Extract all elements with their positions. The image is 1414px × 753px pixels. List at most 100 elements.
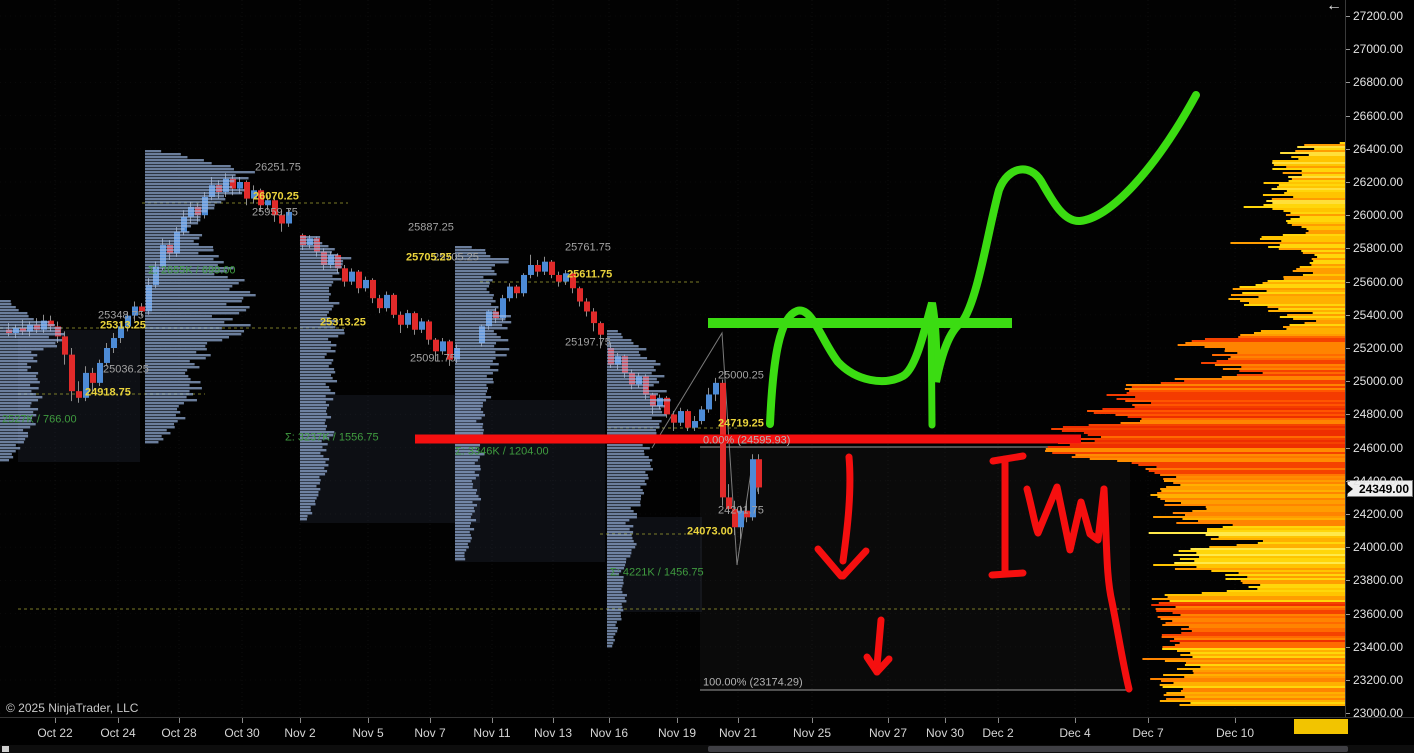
price-level-label: 25091.75 [410,352,456,365]
price-level-label: 24918.75 [85,386,131,399]
price-axis-label: 24200.00 [1353,507,1404,521]
volume-heatmap [1045,142,1345,706]
price-level-label: 25348.75 [98,309,144,322]
price-axis-tick [1346,414,1350,416]
scrollbar-thumb[interactable] [708,746,1348,752]
price-level-label: 24073.00 [687,525,733,538]
chart-canvas [0,0,1345,717]
red-scribble[interactable] [814,545,845,580]
price-axis-label: 26000.00 [1353,208,1404,223]
time-axis-label: Nov 19 [657,726,697,740]
fib-retracement[interactable] [700,446,1130,691]
time-axis-tick [945,718,946,723]
time-axis-tick [609,718,610,723]
price-level-label: 25000.25 [718,369,764,382]
time-axis-label: Dec 4 [1059,726,1091,740]
price-axis-tick [1346,281,1350,283]
time-axis-label: Dec 2 [982,726,1014,740]
time-axis-tick [998,718,999,723]
time-axis-tick [55,718,56,723]
time-axis-label: Nov 13 [533,726,573,740]
price-level-label: 25611.75 [567,268,613,281]
price-level-label: 24719.25 [718,417,764,430]
price-axis-tick [1346,115,1350,117]
price-axis-tick [1346,49,1350,51]
time-axis-label: Nov 27 [868,726,908,740]
red-scribble[interactable] [988,569,1027,579]
time-axis-tick [118,718,119,723]
price-axis-tick [1346,480,1350,482]
price-axis-label: 25800.00 [1353,241,1404,256]
price-level-label: 26070.25 [253,190,299,203]
price-axis-tick [1346,314,1350,316]
price-axis-label: 24800.00 [1353,407,1404,422]
price-axis-label: 27000.00 [1353,42,1404,57]
horizontal-scrollbar[interactable] [0,745,1414,753]
current-time-marker [1294,719,1348,734]
price-axis[interactable]: 24349.00 27200.00 27000.00 26800.00 26600.0… [1345,0,1414,745]
volume-sum-label: Σ: 4221K / 1456.75 [610,566,704,579]
time-axis-label: Nov 21 [718,726,758,740]
price-axis-tick [1346,613,1350,615]
red-scribble[interactable] [1100,485,1133,693]
time-axis[interactable]: Oct 22 Oct 24 Oct 28 Oct 30 Nov 2 Nov 5 Nov 7 N… [0,717,1414,746]
price-axis-label: 24400.00 [1353,473,1404,488]
red-scribble[interactable] [839,547,870,580]
price-level-label: 25313.25 [320,316,366,329]
time-axis-tick [492,718,493,723]
scrollbar-home-chip[interactable] [2,746,9,752]
volume-sum-label: Σ: 3346K / 1204.00 [455,445,549,458]
price-level-label: 25887.25 [408,221,454,234]
price-axis-tick [1346,16,1350,17]
time-axis-tick [888,718,889,723]
time-axis-label: Oct 30 [224,726,260,740]
time-axis-tick [1075,718,1076,723]
price-axis-tick [1346,248,1350,250]
red-scribble[interactable] [1023,483,1108,554]
price-level-label: 25959.75 [252,206,298,219]
price-axis-tick [1346,680,1350,681]
current-price-tag: 24349.00 [1347,480,1413,498]
price-axis-tick [1346,447,1350,449]
price-axis-label: 25000.00 [1353,374,1404,389]
price-axis-tick [1346,547,1350,549]
price-axis-label: 27200.00 [1353,9,1404,23]
chart-plot-area[interactable]: 26251.75 26070.25 25959.75 25887.25 25705.25… [0,0,1345,717]
price-axis-label: 23800.00 [1353,573,1404,588]
price-axis-label: 23600.00 [1353,606,1404,621]
price-level-label: 25036.25 [103,363,149,376]
price-axis-label: 23000.00 [1353,706,1404,721]
price-level-label: 25705.25 [433,251,479,264]
price-axis-tick [1346,514,1350,515]
user-drawings[interactable] [415,91,1200,693]
red-scribble[interactable] [989,452,1027,465]
price-axis-label: 26400.00 [1353,141,1404,156]
red-scribble[interactable] [839,453,854,565]
volume-sum-label: Σ: 2655K / 699.00 [148,264,236,277]
time-axis-label: Dec 10 [1215,726,1255,740]
time-axis-tick [677,718,678,723]
red-scribble[interactable] [873,655,893,676]
time-axis-label: Nov 7 [414,726,446,740]
time-axis-tick [812,718,813,723]
green-curve-tail[interactable] [927,302,936,429]
price-level-label: 26251.75 [255,161,301,174]
time-axis-label: Oct 28 [161,726,197,740]
volume-profiles [0,150,671,648]
red-scribble[interactable] [873,616,885,670]
time-axis-label: Nov 30 [925,726,965,740]
time-axis-label: Nov 16 [589,726,629,740]
go-to-latest-arrow-icon[interactable]: ← [1326,0,1342,14]
price-axis-label: 23400.00 [1353,639,1404,654]
green-projection-curve[interactable] [766,91,1200,428]
price-tag-notch-icon [1347,484,1353,495]
volume-sum-label: Σ: 3237K / 1556.75 [285,431,379,444]
price-axis-label: 24600.00 [1353,440,1404,455]
price-axis-tick [1346,148,1350,150]
time-axis-label: Nov 2 [284,726,316,740]
time-axis-tick [300,718,301,723]
time-axis-tick [738,718,739,723]
price-axis-label: 26800.00 [1353,75,1404,90]
price-level-label: 25761.75 [565,241,611,254]
time-axis-tick [1148,718,1149,723]
